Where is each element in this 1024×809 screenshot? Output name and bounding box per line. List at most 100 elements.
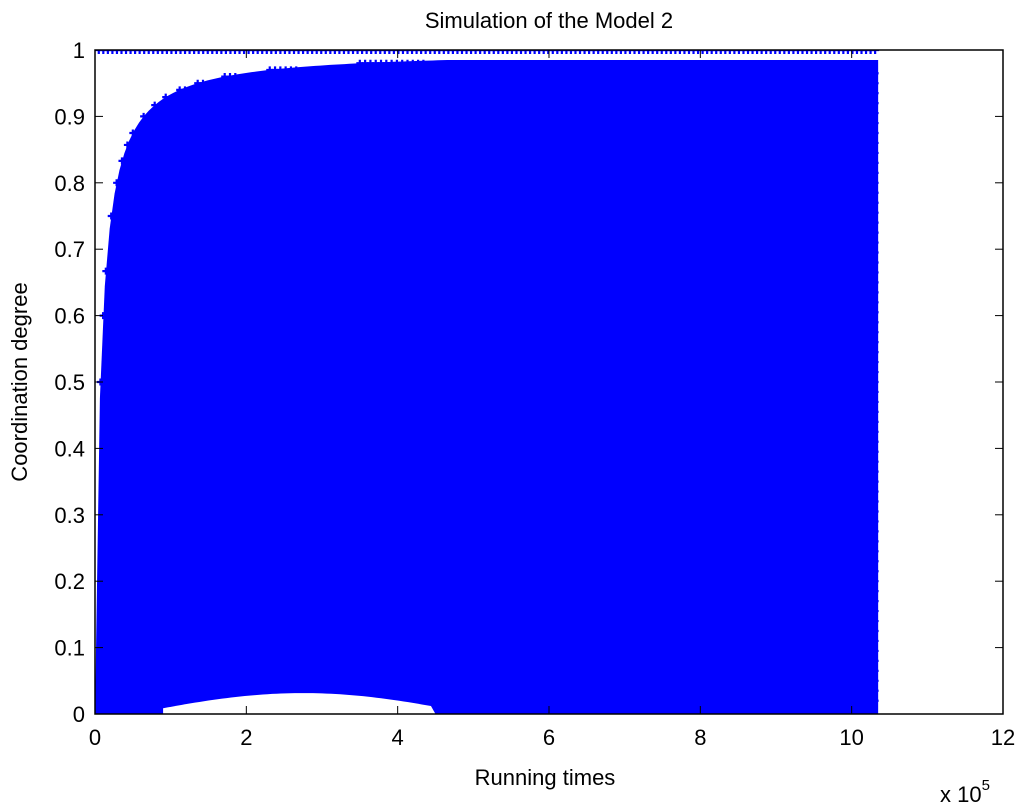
data-point xyxy=(630,50,639,54)
data-point xyxy=(874,340,879,345)
data-point xyxy=(153,50,162,54)
data-point xyxy=(843,50,852,54)
data-point xyxy=(874,270,879,275)
data-point xyxy=(625,50,634,54)
data-point xyxy=(182,697,189,704)
data-point xyxy=(107,212,115,220)
data-point xyxy=(181,86,189,94)
data-point xyxy=(199,50,208,54)
data-point xyxy=(444,50,453,54)
data-point xyxy=(430,50,439,54)
data-point xyxy=(874,170,879,175)
data-point xyxy=(217,50,226,54)
data-point xyxy=(874,549,879,554)
data-point xyxy=(129,129,137,137)
data-point xyxy=(874,330,879,335)
data-point xyxy=(453,50,462,54)
x-exponent-base: x 10 xyxy=(940,782,982,807)
data-point xyxy=(140,50,149,54)
data-point xyxy=(576,50,585,54)
data-point xyxy=(730,50,739,54)
data-point xyxy=(462,50,471,54)
data-point xyxy=(874,150,879,155)
x-tick-label: 12 xyxy=(991,725,1015,750)
data-point xyxy=(171,50,180,54)
data-point xyxy=(671,50,680,54)
x-tick-label: 4 xyxy=(392,725,404,750)
data-point xyxy=(607,50,616,54)
data-point xyxy=(598,50,607,54)
data-point xyxy=(408,50,417,54)
data-point xyxy=(857,50,866,54)
chart-title: Simulation of the Model 2 xyxy=(425,8,673,33)
y-tick-label: 0.7 xyxy=(54,237,85,262)
data-point xyxy=(389,50,398,54)
data-point xyxy=(680,50,689,54)
data-point xyxy=(167,50,176,54)
data-point xyxy=(544,50,553,54)
y-tick-label: 0.1 xyxy=(54,636,85,661)
data-point xyxy=(721,50,730,54)
data-point xyxy=(874,140,879,145)
data-point xyxy=(821,50,830,54)
data-point xyxy=(874,419,879,424)
data-point xyxy=(766,50,775,54)
scatter-density-region xyxy=(95,59,879,714)
data-point xyxy=(874,250,879,255)
data-point xyxy=(203,50,212,54)
data-point xyxy=(874,439,879,444)
data-point xyxy=(557,50,566,54)
data-point xyxy=(589,50,598,54)
data-point xyxy=(874,160,879,165)
data-point xyxy=(335,50,344,54)
data-point xyxy=(194,50,203,54)
data-point xyxy=(435,50,444,54)
data-point xyxy=(874,499,879,504)
data-point xyxy=(349,50,358,54)
data-point xyxy=(330,50,339,54)
data-layer xyxy=(95,50,880,714)
data-point xyxy=(253,50,262,54)
data-point xyxy=(753,50,762,54)
data-point xyxy=(793,50,802,54)
data-point xyxy=(311,664,318,671)
x-axis-exponent-label: x 105 xyxy=(940,777,990,807)
data-point xyxy=(780,50,789,54)
data-point xyxy=(185,50,194,54)
data-point xyxy=(292,66,300,74)
y-tick-label: 1 xyxy=(73,38,85,63)
data-point xyxy=(530,50,539,54)
data-point xyxy=(603,50,612,54)
data-point xyxy=(725,50,734,54)
data-point xyxy=(419,59,427,67)
data-point xyxy=(151,101,159,109)
data-point xyxy=(644,50,653,54)
data-point xyxy=(784,50,793,54)
data-point xyxy=(113,179,121,187)
data-point xyxy=(512,50,521,54)
data-point xyxy=(874,81,879,86)
data-point xyxy=(874,121,879,126)
data-point xyxy=(807,50,816,54)
data-point xyxy=(874,469,879,474)
y-tick-label: 0.5 xyxy=(54,370,85,395)
data-point xyxy=(118,157,126,165)
data-point xyxy=(707,50,716,54)
data-point xyxy=(99,50,108,54)
data-point xyxy=(231,73,239,81)
data-point xyxy=(874,678,879,683)
y-tick-label: 0.2 xyxy=(54,569,85,594)
data-point xyxy=(249,50,258,54)
data-point xyxy=(748,50,757,54)
data-point xyxy=(123,141,131,149)
data-point xyxy=(364,671,371,678)
data-point xyxy=(235,50,244,54)
data-point xyxy=(874,389,879,394)
x-axis-title: Running times xyxy=(475,765,616,790)
data-point xyxy=(326,50,335,54)
data-point xyxy=(874,210,879,215)
data-point xyxy=(874,539,879,544)
data-point xyxy=(874,91,879,96)
data-point xyxy=(353,50,362,54)
data-point xyxy=(866,50,875,54)
